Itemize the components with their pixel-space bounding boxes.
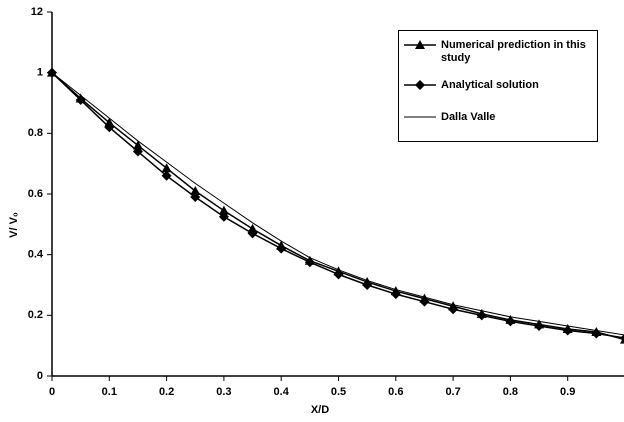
legend-item: Numerical prediction in this study (403, 39, 591, 65)
marker-diamond (415, 80, 425, 90)
legend: Numerical prediction in this study Analyt… (398, 30, 598, 142)
marker-diamond (304, 257, 315, 268)
marker-diamond (104, 122, 115, 133)
x-axis-label: X/D (311, 404, 329, 416)
legend-swatch (404, 40, 436, 49)
legend-label: Dalla Valle (441, 111, 496, 123)
marker-diamond (390, 289, 401, 300)
legend-swatch (404, 116, 436, 118)
marker-diamond (505, 316, 516, 327)
marker-triangle (415, 40, 425, 49)
x-tick-label: 0.5 (331, 386, 346, 398)
legend-item: Dalla Valle (403, 111, 591, 124)
marker-diamond (620, 334, 624, 343)
marker-diamond (534, 320, 545, 331)
x-tick-label: 0.3 (216, 386, 231, 398)
marker-diamond (562, 325, 573, 336)
marker-triangle (218, 205, 229, 215)
legend-label: Analytical solution (441, 79, 539, 91)
y-tick-label: 12 (31, 6, 43, 18)
x-tick-label: 0.6 (388, 386, 403, 398)
marker-diamond (161, 170, 172, 181)
marker-diamond (476, 310, 487, 321)
x-tick-label: 0.1 (102, 386, 117, 398)
legend-label: Numerical prediction in this study (441, 39, 586, 64)
x-tick-label: 0.8 (503, 386, 518, 398)
x-tick-label: 0.4 (274, 386, 290, 398)
y-tick-label: 0.2 (28, 309, 43, 321)
y-tick-label: 0.6 (28, 188, 43, 200)
marker-diamond (218, 211, 229, 222)
marker-diamond (419, 296, 430, 307)
marker-diamond (333, 269, 344, 280)
x-tick-label: 0.2 (159, 386, 174, 398)
legend-swatch (404, 80, 436, 90)
marker-triangle (190, 185, 201, 195)
marker-triangle (247, 223, 258, 233)
y-tick-label: 0.8 (28, 127, 43, 139)
x-tick-label: 0.7 (445, 386, 460, 398)
legend-item: Analytical solution (403, 79, 591, 92)
marker-diamond (362, 280, 373, 290)
series-line (51, 72, 624, 336)
marker-diamond (132, 146, 143, 157)
y-tick-label: 0.4 (28, 249, 44, 261)
x-tick-label: 0 (49, 386, 55, 398)
marker-triangle (161, 163, 172, 173)
x-tick-label: 0.9 (560, 386, 575, 398)
marker-diamond (448, 304, 459, 315)
y-axis-label: V/ V₀ (8, 212, 20, 238)
y-tick-label: 1 (37, 67, 43, 79)
marker-diamond (247, 228, 258, 239)
y-tick-label: 0 (37, 370, 43, 382)
marker-diamond (190, 192, 201, 203)
marker-triangle (132, 140, 143, 150)
marker-diamond (276, 243, 287, 254)
